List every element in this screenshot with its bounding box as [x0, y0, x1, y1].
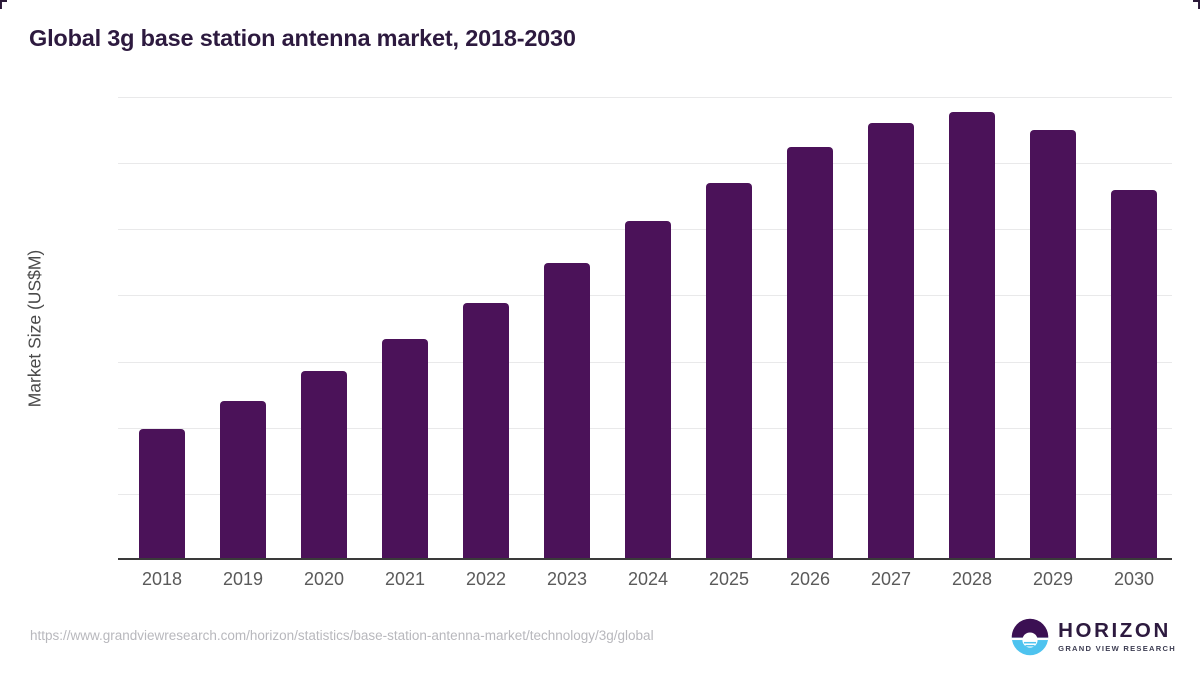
bar[interactable] — [1030, 130, 1076, 558]
bar-column[interactable] — [301, 370, 347, 558]
bar[interactable] — [868, 122, 914, 558]
corner-marker-top-left — [0, 0, 7, 9]
horizon-sun-circle-icon — [1011, 618, 1049, 656]
bar-column[interactable] — [382, 339, 428, 558]
x-axis-tick-label: 2020 — [303, 569, 345, 589]
bar[interactable] — [139, 429, 185, 558]
bar[interactable] — [544, 263, 590, 558]
x-axis-tick-label: 2023 — [546, 569, 588, 589]
bar-column[interactable] — [139, 429, 185, 558]
x-axis-tick-label: 2019 — [222, 569, 264, 589]
bar-column[interactable] — [220, 401, 266, 558]
x-axis-tick-label: 2024 — [627, 569, 669, 589]
bar-column[interactable] — [1030, 130, 1076, 558]
x-axis-tick-label: 2028 — [951, 569, 993, 589]
gridline — [118, 163, 1172, 165]
bar-column[interactable] — [463, 302, 509, 558]
y-axis-title: Market Size (US$M) — [22, 97, 48, 560]
logo-text: HORIZON GRAND VIEW RESEARCH — [1058, 621, 1176, 652]
gridline — [118, 97, 1172, 98]
bar-column[interactable] — [625, 221, 671, 558]
bar[interactable] — [301, 370, 347, 558]
logo-wordmark: HORIZON — [1058, 619, 1171, 643]
bar-series — [118, 97, 1172, 560]
bar[interactable] — [382, 339, 428, 558]
corner-marker-top-right — [1193, 0, 1200, 9]
bar-column[interactable] — [949, 111, 995, 558]
bar[interactable] — [706, 183, 752, 558]
bar[interactable] — [949, 111, 995, 558]
source-url[interactable]: https://www.grandviewresearch.com/horizo… — [30, 628, 654, 643]
y-axis-title-label: Market Size (US$M) — [24, 249, 45, 408]
x-axis-line — [118, 558, 1172, 560]
bar-column[interactable] — [706, 183, 752, 558]
x-axis-tick-label: 2022 — [465, 569, 507, 589]
bar-column[interactable] — [868, 122, 914, 558]
x-axis-tick-label: 2026 — [789, 569, 831, 589]
bar-column[interactable] — [544, 263, 590, 558]
logo-tagline: GRAND VIEW RESEARCH — [1058, 643, 1176, 653]
bar-column[interactable] — [1111, 190, 1157, 558]
x-axis-tick-label: 2021 — [384, 569, 426, 589]
bar-column[interactable] — [787, 147, 833, 558]
brand-logo: HORIZON GRAND VIEW RESEARCH — [1011, 618, 1176, 656]
x-axis-tick-label: 2030 — [1113, 569, 1155, 589]
plot-area: 0200400600800100012001400 20182019202020… — [118, 97, 1172, 589]
x-axis-tick-label: 2018 — [141, 569, 183, 589]
bar[interactable] — [625, 221, 671, 558]
bar[interactable] — [1111, 190, 1157, 558]
x-axis-tick-label: 2029 — [1032, 569, 1074, 589]
bar[interactable] — [787, 147, 833, 558]
x-axis-tick-label: 2025 — [708, 569, 750, 589]
x-axis-tick-label: 2027 — [870, 569, 912, 589]
bar[interactable] — [220, 401, 266, 558]
page-title: Global 3g base station antenna market, 2… — [29, 25, 576, 51]
bar[interactable] — [463, 302, 509, 558]
